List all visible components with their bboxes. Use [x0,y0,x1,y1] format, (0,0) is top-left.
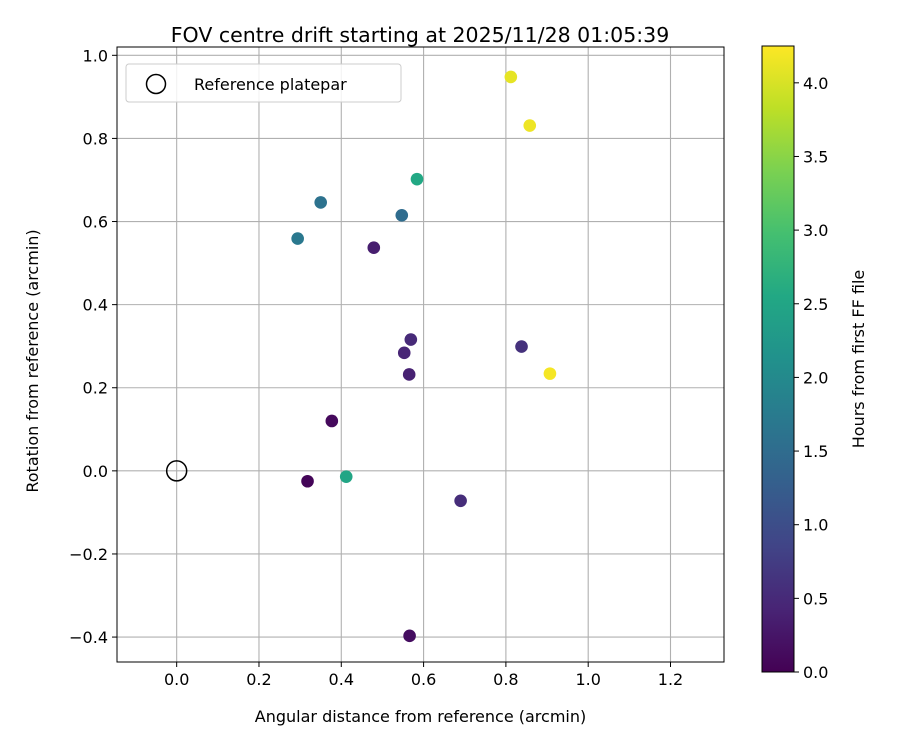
colorbar-tick-label: 2.0 [803,368,828,387]
grid [117,47,724,662]
data-point [523,119,537,132]
y-tick-label: 0.6 [83,213,108,232]
chart-title: FOV centre drift starting at 2025/11/28 … [171,23,670,47]
y-tick-label: −0.4 [69,628,108,647]
x-tick-label: 0.0 [164,670,189,689]
data-point [543,367,557,380]
x-axis-label: Angular distance from reference (arcmin) [255,707,586,726]
x-tick-label: 1.0 [575,670,600,689]
colorbar-tick-label: 1.0 [803,516,828,535]
data-point [291,232,304,245]
data-point [314,196,328,209]
colorbar-ticks: 0.0 0.5 1.0 1.5 2.0 2.5 3.0 3.5 4.0 [794,74,828,682]
y-tick-label: 0.2 [83,379,108,398]
y-axis-ticks: −0.4 −0.2 0.0 0.2 0.4 0.6 0.8 1.0 [69,46,117,647]
y-tick-label: 0.8 [83,129,108,148]
y-tick-label: 0.0 [83,462,108,481]
y-tick-label: 0.4 [83,296,108,315]
colorbar-tick-label: 1.5 [803,442,828,461]
data-point [403,629,416,643]
colorbar-tick-label: 2.5 [803,295,828,314]
x-tick-label: 1.2 [658,670,683,689]
colorbar-tick-label: 3.0 [803,221,828,240]
y-axis-label: Rotation from reference (arcmin) [23,229,42,492]
legend-reference-marker [145,73,167,95]
data-point [325,414,339,428]
data-point [395,208,409,222]
data-point [410,172,424,186]
data-point [454,494,467,508]
data-point [301,474,314,488]
legend: Reference platepar [125,63,402,103]
colorbar-label: Hours from first FF file [849,270,868,449]
x-tick-label: 0.2 [246,670,271,689]
colorbar-tick-label: 4.0 [803,74,828,93]
reference-platepar-marker [165,460,188,482]
colorbar-tick-label: 0.0 [803,663,828,682]
colorbar: 0.0 0.5 1.0 1.5 2.0 2.5 3.0 3.5 4.0 Hours from f… [761,45,868,682]
colorbar-tick-label: 3.5 [803,147,828,166]
x-tick-label: 0.8 [493,670,518,689]
data-point [339,470,353,483]
data-point [515,340,528,353]
x-tick-label: 0.4 [329,670,354,689]
legend-entry-reference-platepar: Reference platepar [194,75,347,94]
y-tick-label: −0.2 [69,545,108,564]
data-points [165,70,557,643]
x-tick-label: 0.6 [411,670,436,689]
data-point [404,333,418,346]
data-point [504,70,518,84]
legend-box [125,63,402,103]
x-axis-ticks: 0.0 0.2 0.4 0.6 0.8 1.0 1.2 [164,662,683,689]
data-point [402,368,416,381]
plot-area-frame [116,46,725,663]
colorbar-gradient [761,45,795,673]
data-point [367,241,381,255]
colorbar-tick-label: 0.5 [803,589,828,608]
data-point [397,346,411,360]
y-tick-label: 1.0 [83,46,108,65]
